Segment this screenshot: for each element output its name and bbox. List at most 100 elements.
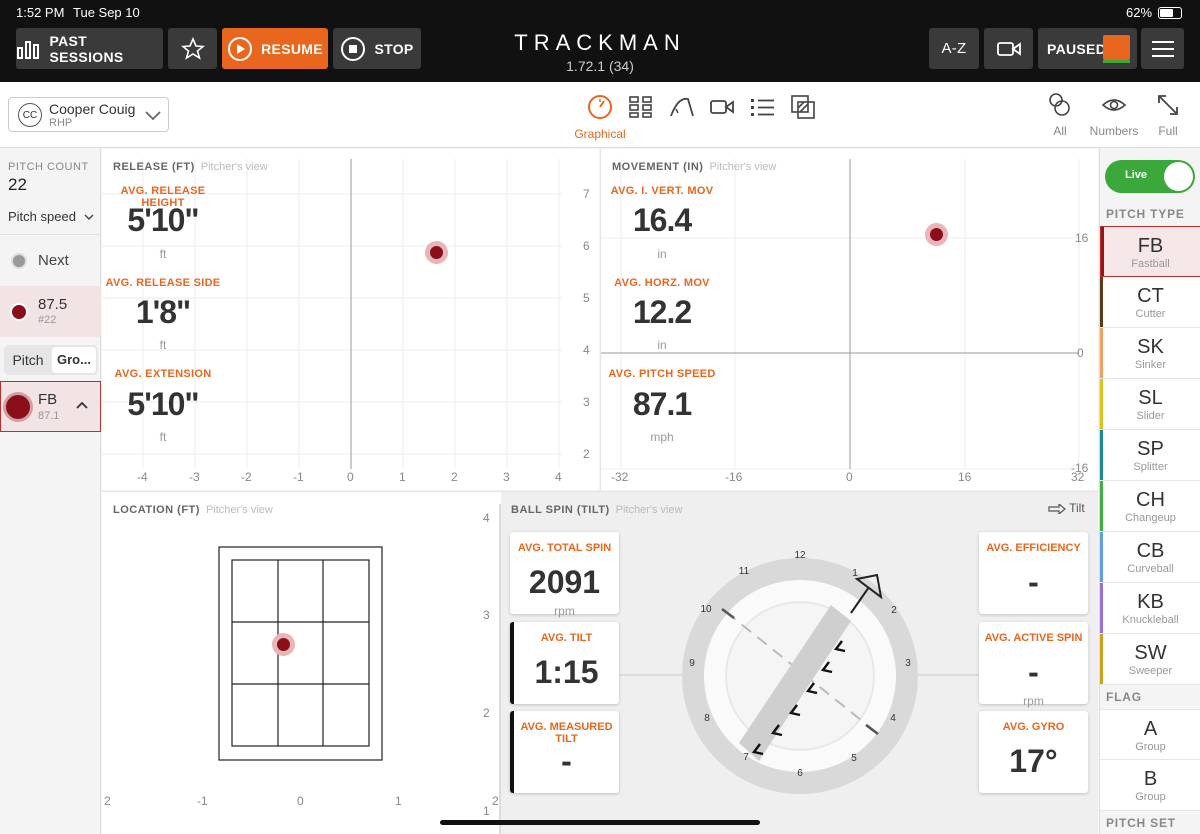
pitch-type-cb[interactable]: CB Curveball — [1100, 532, 1200, 583]
movement-point[interactable] — [925, 223, 948, 246]
hb-value: 12.2 — [632, 294, 692, 330]
full-label: Full — [1158, 124, 1178, 138]
total-spin-label: AVG. TOTAL SPIN — [517, 542, 612, 554]
y-tick: 6 — [583, 239, 590, 253]
x-tick: -16 — [725, 470, 743, 484]
paused-radar-button[interactable]: PAUSED — [1038, 28, 1137, 69]
tilt-value: 1:15 — [534, 654, 599, 690]
sort-az-button[interactable]: A-Z — [929, 28, 979, 69]
group-code: FB — [38, 391, 58, 408]
efficiency-card: AVG. EFFICIENCY - — [979, 532, 1088, 614]
efficiency-label: AVG. EFFICIENCY — [986, 542, 1081, 554]
ivb-label: AVG. I. VERT. MOV — [610, 185, 714, 197]
fullscreen-button[interactable] — [1153, 92, 1183, 118]
next-pitch-item[interactable]: Next — [0, 234, 101, 286]
menu-button[interactable] — [1141, 28, 1184, 69]
pitch-speed-value: 87.5 — [38, 296, 68, 313]
location-chart — [218, 504, 501, 834]
pitch-type-label: PITCH TYPE — [1106, 207, 1185, 221]
movement-panel: MOVEMENT (IN) Pitcher's view AVG. I. VERT… — [600, 149, 1098, 490]
video-view-button[interactable] — [707, 94, 737, 120]
list-view-button[interactable] — [748, 94, 778, 120]
y-tick: 4 — [483, 511, 490, 525]
arrow-right-icon — [1048, 502, 1066, 516]
total-spin-card: AVG. TOTAL SPIN 2091 rpm — [510, 532, 619, 618]
app-brand: TRACKMAN 1.72.1 (34) — [480, 30, 720, 74]
spin-clock: 12 1 2 3 4 5 6 7 8 9 10 11 — [601, 550, 1001, 794]
numbers-button[interactable] — [1099, 92, 1129, 118]
pitch-type-kb[interactable]: KB Knuckleball — [1100, 583, 1200, 634]
pitch-type-sw[interactable]: SW Sweeper — [1100, 634, 1200, 685]
player-selector[interactable]: CC Cooper Couig RHP — [8, 97, 169, 132]
tab-pitch[interactable]: Pitch — [12, 352, 44, 368]
x-tick: -1 — [293, 470, 304, 484]
chevron-down-icon — [145, 111, 161, 121]
pitch-type-ct[interactable]: CT Cutter — [1100, 277, 1200, 328]
x-tick: 16 — [958, 470, 972, 484]
pitch-type-fb[interactable]: FB Fastball — [1100, 226, 1200, 277]
favorite-button[interactable] — [168, 28, 217, 69]
x-tick: 2 — [104, 794, 111, 808]
extension-value: 5'10" — [127, 386, 199, 422]
tilt-label: AVG. TILT — [540, 632, 593, 644]
efficiency-value: - — [1028, 564, 1039, 600]
past-sessions-label: PAST SESSIONS — [49, 32, 124, 65]
release-panel: RELEASE (FT) Pitcher's view AVG. RELEASE … — [102, 149, 599, 490]
eye-icon — [1101, 99, 1127, 111]
paused-label: PAUSED — [1047, 40, 1107, 57]
pitch-type-sk[interactable]: SK Sinker — [1100, 328, 1200, 379]
hb-label: AVG. HORZ. MOV — [614, 277, 710, 289]
flag-b[interactable]: B Group — [1100, 760, 1200, 811]
location-panel: LOCATION (FT) Pitcher's view 2 -1 0 1 2 4… — [102, 491, 501, 834]
location-point[interactable] — [272, 633, 295, 656]
pitch-item-22[interactable]: 87.5 #22 — [0, 286, 101, 337]
trajectory-view-button[interactable] — [667, 94, 697, 120]
measured-tilt-label: AVG. MEASURED TILT — [520, 721, 613, 745]
clock-6: 6 — [797, 768, 803, 779]
numbers-label: Numbers — [1089, 124, 1139, 138]
tab-group[interactable]: Gro... — [52, 347, 96, 373]
x-tick: 0 — [347, 470, 354, 484]
clock-3: 3 — [905, 658, 911, 669]
x-tick: -1 — [197, 794, 208, 808]
pitch-type-ch[interactable]: CH Changeup — [1100, 481, 1200, 532]
home-indicator[interactable] — [440, 820, 760, 825]
metric-selector[interactable]: Pitch speed — [8, 209, 98, 224]
all-button[interactable] — [1045, 92, 1075, 118]
x-tick: -32 — [611, 470, 629, 484]
app-version: 1.72.1 (34) — [566, 58, 634, 74]
video-camera-icon — [996, 41, 1021, 56]
release-side-value: 1'8" — [135, 294, 191, 330]
release-height-label: AVG. RELEASE HEIGHT — [120, 185, 206, 209]
past-sessions-button[interactable]: PAST SESSIONS — [16, 28, 163, 69]
graphical-view-button[interactable] — [585, 94, 615, 120]
flag-a[interactable]: A Group — [1100, 709, 1200, 760]
resume-button[interactable]: RESUME — [222, 28, 328, 69]
sort-az-label: A-Z — [941, 40, 967, 57]
active-spin-label: AVG. ACTIVE SPIN — [984, 632, 1083, 644]
radar-device-icon — [1103, 35, 1130, 63]
pitch-type-sp[interactable]: SP Splitter — [1100, 430, 1200, 481]
release-point[interactable] — [425, 241, 448, 264]
hamburger-menu-icon — [1151, 40, 1174, 57]
clock-2: 2 — [891, 605, 897, 616]
pitch-dot-icon — [10, 303, 28, 321]
ball-spin-title: BALL SPIN (TILT) Pitcher's view — [511, 504, 683, 516]
tilt-toggle[interactable]: Tilt — [1048, 501, 1085, 516]
clock-1: 1 — [852, 568, 858, 579]
video-button[interactable] — [984, 28, 1033, 69]
live-toggle[interactable]: Live — [1105, 160, 1195, 193]
y-tick: 4 — [583, 343, 590, 357]
x-tick: -2 — [241, 470, 252, 484]
overlay-view-button[interactable] — [788, 94, 818, 120]
measured-tilt-value: - — [561, 743, 572, 779]
player-hand: RHP — [49, 117, 73, 129]
pitch-type-sl[interactable]: SL Slider — [1100, 379, 1200, 430]
toggle-knob — [1164, 162, 1193, 191]
ivb-unit: in — [657, 247, 667, 261]
tiles-view-button[interactable] — [626, 94, 656, 120]
x-tick: 1 — [399, 470, 406, 484]
stop-button[interactable]: STOP — [333, 28, 421, 69]
group-item-fb[interactable]: FB 87.1 — [0, 381, 101, 432]
x-tick: 2 — [492, 794, 499, 808]
